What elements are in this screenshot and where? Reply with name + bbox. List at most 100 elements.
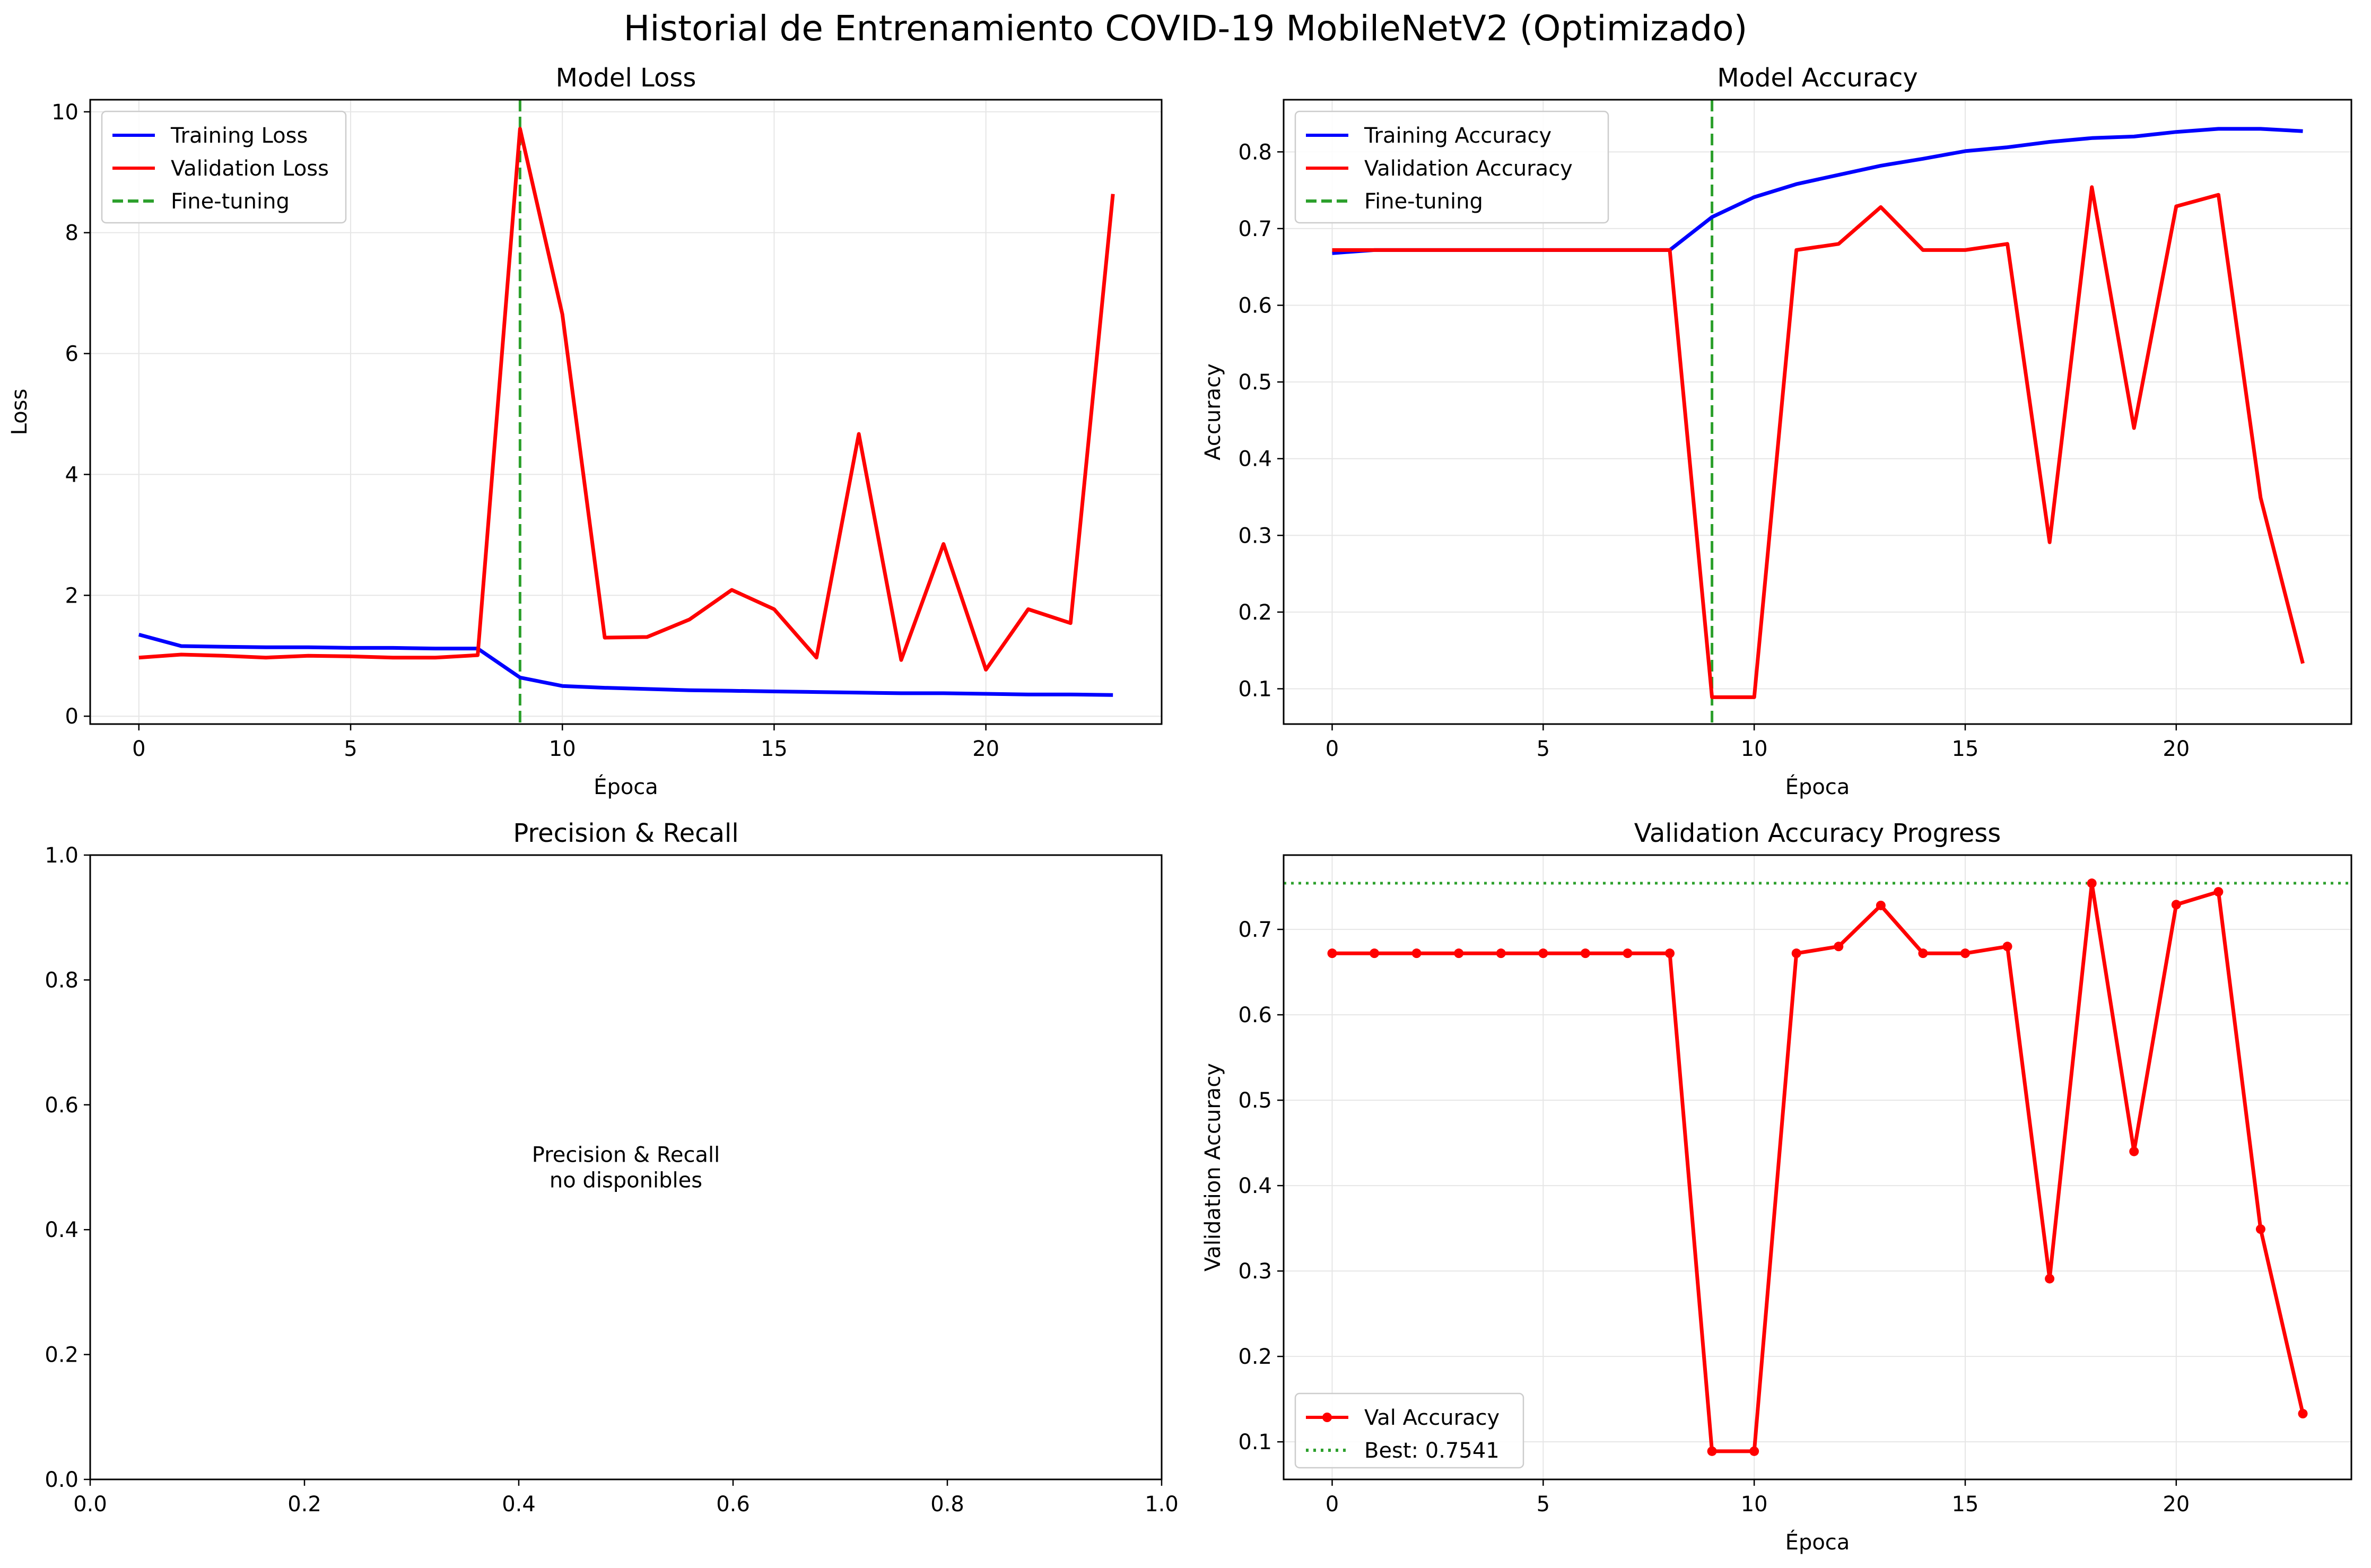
chart-title: Model Accuracy <box>1717 63 1918 93</box>
y-tick-label: 0.7 <box>1238 918 1272 942</box>
y-tick-label: 6 <box>65 342 79 367</box>
data-point <box>2171 900 2181 910</box>
legend: Training Accuracy Validation Accuracy Fine… <box>1294 110 1609 224</box>
axes-frame <box>89 854 1163 1480</box>
chart-panel-1: 0 5 10 15 20 0 2 4 6 8 10 Model Loss Época Loss Traini… <box>7 63 1163 799</box>
chart-title: Precision & Recall <box>513 818 738 848</box>
y-tick-label: 8 <box>65 221 79 246</box>
x-tick-label: 20 <box>2163 737 2190 761</box>
y-tick-label: 0.2 <box>45 1343 79 1367</box>
x-tick-label: 10 <box>1741 737 1768 761</box>
x-tick-label: 0.2 <box>287 1492 321 1517</box>
y-tick-label: 0.7 <box>1238 217 1272 241</box>
data-point <box>1623 948 1633 959</box>
y-tick-label: 0.4 <box>45 1218 79 1242</box>
data-point <box>1960 948 1970 959</box>
series-line-1 <box>138 633 1113 697</box>
chart-panel-4: 0 5 10 15 20 0.1 0.2 0.3 0.4 0.5 0.6 0.7 Validation … <box>1201 818 2352 1555</box>
data-point <box>2045 1274 2055 1284</box>
legend-label: Validation Loss <box>171 156 329 181</box>
axes-frame <box>1283 854 2352 1480</box>
y-axis-label: Accuracy <box>1201 363 1225 460</box>
y-tick-label: 0.6 <box>1238 1003 1272 1027</box>
y-tick-label: 0.5 <box>1238 370 1272 395</box>
y-tick-label: 0.4 <box>1238 447 1272 472</box>
data-point <box>1580 948 1590 959</box>
data-point <box>1749 1446 1759 1456</box>
legend-box <box>1294 110 1609 224</box>
x-tick-label: 0.4 <box>502 1492 536 1517</box>
data-point <box>2213 887 2224 897</box>
legend-box <box>1294 1392 1524 1469</box>
y-tick-label: 0.4 <box>1238 1174 1272 1198</box>
series-line-1 <box>1332 881 2305 1453</box>
y-tick-label: 4 <box>65 463 79 487</box>
legend: Training Loss Validation Loss Fine-tuning <box>101 110 347 224</box>
data-point <box>1791 948 1801 959</box>
y-tick-label: 0.2 <box>1238 1345 1272 1369</box>
data-point <box>2298 1409 2308 1419</box>
x-tick-label: 5 <box>344 737 357 761</box>
y-tick-label: 0.8 <box>1238 140 1272 164</box>
x-axis-label: Época <box>594 774 658 799</box>
x-tick-label: 0.0 <box>73 1492 107 1517</box>
x-tick-label: 15 <box>761 737 788 761</box>
series-line-2 <box>138 127 1115 672</box>
chart-title: Validation Accuracy Progress <box>1634 818 2001 848</box>
series-line-2 <box>1332 185 2305 699</box>
y-tick-label: 0.1 <box>1238 677 1272 701</box>
data-point <box>1538 948 1548 959</box>
data-point <box>2129 1146 2139 1156</box>
x-tick-label: 15 <box>1952 737 1979 761</box>
y-tick-label: 0.2 <box>1238 600 1272 625</box>
legend: Val Accuracy Best: 0.7541 <box>1294 1392 1524 1469</box>
legend-label: Training Loss <box>170 124 308 148</box>
data-point <box>1876 900 1886 910</box>
x-tick-label: 0.8 <box>930 1492 964 1517</box>
legend-label: Fine-tuning <box>1364 189 1483 214</box>
legend-label: Validation Accuracy <box>1364 156 1573 181</box>
x-axis-label: Época <box>1785 774 1850 799</box>
x-tick-label: 20 <box>972 737 999 761</box>
data-point <box>2087 878 2097 888</box>
y-tick-label: 0 <box>65 704 79 729</box>
y-tick-label: 0.3 <box>1238 1259 1272 1284</box>
y-tick-label: 0.8 <box>45 968 79 992</box>
y-tick-label: 10 <box>51 100 79 125</box>
data-point <box>1496 948 1506 959</box>
legend-label: Fine-tuning <box>171 189 290 214</box>
data-point <box>1918 948 1928 959</box>
data-point <box>2002 942 2012 952</box>
figure-suptitle: Historial de Entrenamiento COVID-19 Mobi… <box>624 8 1748 49</box>
x-axis-label: Época <box>1785 1529 1850 1555</box>
legend-label: Training Accuracy <box>1364 124 1551 148</box>
x-tick-label: 0 <box>1326 1492 1339 1517</box>
y-tick-label: 2 <box>65 583 79 608</box>
no-data-message: no disponibles <box>550 1169 702 1193</box>
x-tick-label: 10 <box>549 737 576 761</box>
y-tick-label: 0.6 <box>1238 294 1272 318</box>
axes-frame <box>89 99 1163 725</box>
data-point <box>1454 948 1464 959</box>
x-tick-label: 20 <box>2163 1492 2190 1517</box>
y-tick-label: 0.5 <box>1238 1088 1272 1113</box>
x-tick-label: 0 <box>132 737 145 761</box>
y-tick-label: 0.0 <box>45 1468 79 1492</box>
data-point <box>1411 948 1422 959</box>
legend-label: Best: 0.7541 <box>1364 1439 1500 1463</box>
data-point <box>1327 948 1337 959</box>
legend-box <box>101 110 347 224</box>
y-axis-label: Validation Accuracy <box>1201 1063 1225 1271</box>
data-point <box>1707 1446 1717 1456</box>
y-tick-label: 0.6 <box>45 1093 79 1118</box>
chart-panel-2: 0 5 10 15 20 0.1 0.2 0.3 0.4 0.5 0.6 0.7 0.8 Model Ac… <box>1201 63 2352 799</box>
x-tick-label: 5 <box>1537 737 1550 761</box>
x-tick-label: 1.0 <box>1145 1492 1179 1517</box>
data-point <box>1665 948 1675 959</box>
data-point <box>1370 948 1380 959</box>
no-data-message: Precision & Recall <box>532 1143 720 1168</box>
y-axis-label: Loss <box>7 389 32 435</box>
x-tick-label: 5 <box>1537 1492 1550 1517</box>
y-tick-label: 0.3 <box>1238 524 1272 548</box>
axes-frame <box>1283 99 2352 725</box>
